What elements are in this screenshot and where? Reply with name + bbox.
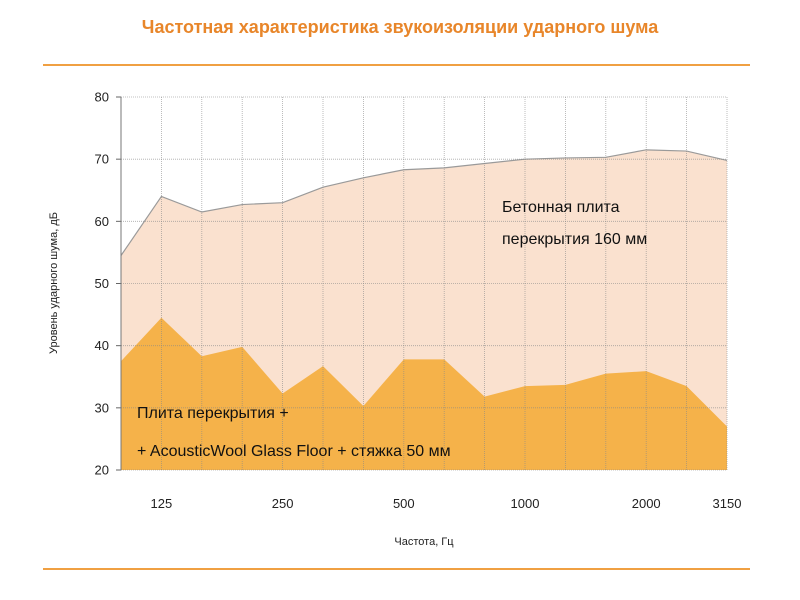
- series-annotations: Бетонная плита перекрытия 160 мм Плита п…: [137, 199, 647, 460]
- bottom-divider: [43, 568, 750, 570]
- x-tick-label-15: 3150: [713, 496, 742, 511]
- series-concrete-label-line2: перекрытия 160 мм: [502, 231, 647, 248]
- grid-lines: [116, 96, 728, 471]
- series-1-area: [121, 317, 727, 470]
- y-tick-label-4: 60: [95, 214, 109, 229]
- x-tick-label-7: 500: [393, 496, 415, 511]
- y-tick-label-0: 20: [95, 463, 109, 478]
- series-0-outline: [120, 149, 728, 256]
- y-tick-label-5: 70: [95, 152, 109, 167]
- x-tick-label-1: 125: [151, 496, 173, 511]
- series-areas: [120, 149, 728, 470]
- y-tick-label-3: 50: [95, 276, 109, 291]
- x-tick-label-4: 250: [272, 496, 294, 511]
- y-tick-label-1: 30: [95, 400, 109, 415]
- x-tick-label-13: 2000: [632, 496, 661, 511]
- x-tick-label-10: 1000: [511, 496, 540, 511]
- x-axis-label: Частота, Гц: [394, 536, 454, 548]
- x-tick-labels: 125 250 500 1000 2000 3150: [151, 496, 742, 511]
- series-floor-label-line1: Плита перекрытия +: [137, 405, 289, 422]
- series-concrete-label-line1: Бетонная плита: [502, 199, 620, 216]
- chart-title: Частотная характеристика звукоизоляции у…: [141, 17, 659, 37]
- y-tick-label-2: 40: [95, 338, 109, 353]
- series-floor-label-line2: + AcousticWool Glass Floor + стяжка 50 м…: [137, 443, 451, 460]
- y-tick-labels: 20 30 40 50 60 70 80: [95, 90, 109, 478]
- top-divider: [43, 64, 750, 66]
- y-tick-label-6: 80: [95, 90, 109, 105]
- y-axis-label: Уровень ударного шума, дБ: [48, 212, 60, 354]
